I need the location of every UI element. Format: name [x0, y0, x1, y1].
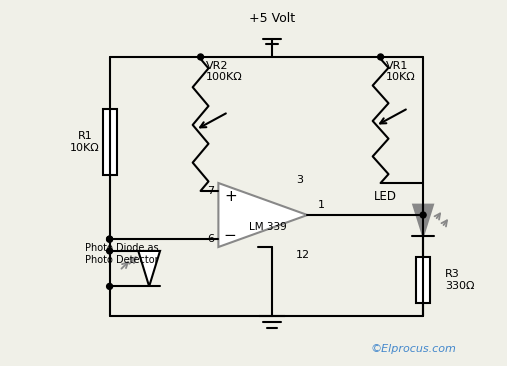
Text: Photo Diode as
Photo Detector: Photo Diode as Photo Detector — [85, 243, 159, 265]
Text: +: + — [224, 189, 237, 204]
Text: +5 Volt: +5 Volt — [249, 12, 295, 25]
Circle shape — [378, 54, 384, 60]
Text: LED: LED — [374, 190, 397, 203]
Text: 1: 1 — [318, 200, 325, 210]
Bar — [416, 257, 430, 303]
Circle shape — [106, 236, 113, 242]
Text: 7: 7 — [207, 186, 214, 196]
Text: R1
10KΩ: R1 10KΩ — [70, 131, 100, 153]
Text: 12: 12 — [296, 250, 309, 260]
Polygon shape — [413, 205, 433, 236]
Circle shape — [106, 236, 113, 242]
Circle shape — [106, 248, 113, 254]
Text: LM 339: LM 339 — [249, 222, 287, 232]
Polygon shape — [219, 183, 307, 247]
Circle shape — [420, 212, 426, 218]
Text: VR1
10KΩ: VR1 10KΩ — [385, 61, 415, 82]
Text: VR2
100KΩ: VR2 100KΩ — [205, 61, 242, 82]
Circle shape — [198, 54, 203, 60]
Bar — [103, 109, 117, 175]
Circle shape — [106, 283, 113, 290]
Text: 6: 6 — [207, 234, 214, 244]
Text: −: − — [224, 228, 237, 243]
Text: 3: 3 — [296, 175, 303, 185]
Text: ©Elprocus.com: ©Elprocus.com — [370, 344, 456, 354]
Text: R3
330Ω: R3 330Ω — [445, 269, 475, 291]
Polygon shape — [138, 251, 160, 287]
